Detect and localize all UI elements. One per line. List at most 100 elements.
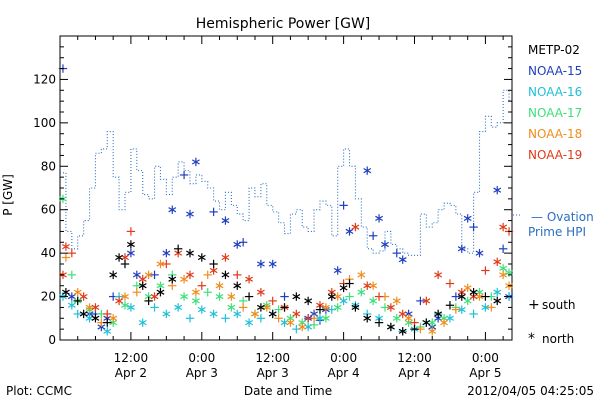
legend-entry-noaa-17: NOAA-17 [528,106,582,120]
point-noaa-19 [268,296,277,306]
point-stroke [469,289,478,295]
point-noaa-16 [245,318,254,327]
point-stroke [215,293,224,300]
legend-entry-noaa-15: NOAA-15 [528,64,582,78]
point-metp-02 [209,259,218,269]
point-stroke [186,211,194,217]
point-stroke [126,304,135,311]
x-tick-label-time: 0:00 [188,351,215,365]
point-noaa-15 [256,259,265,269]
point-noaa-17 [345,292,354,301]
point-noaa-18 [357,270,366,280]
point-stroke [304,298,313,304]
x-tick-label-time: 12:00 [397,351,432,365]
point-metp-02 [280,303,289,312]
point-noaa-18 [262,303,271,312]
point-noaa-19 [434,270,443,280]
point-metp-02 [173,244,183,253]
point-noaa-18 [451,305,461,314]
point-stroke [197,306,206,313]
point-stroke [156,289,165,295]
y-tick-label: 80 [41,159,56,173]
x-tick-label-date: Apr 2 [115,366,147,380]
point-noaa-17 [67,270,77,280]
point-noaa-15 [398,255,407,264]
point-stroke [357,289,366,295]
point-metp-02 [445,301,455,310]
point-stroke [475,250,484,256]
point-stroke [97,324,106,330]
point-metp-02 [197,253,206,262]
point-noaa-15 [233,240,242,249]
point-noaa-18 [85,303,94,312]
point-noaa-19 [103,309,112,319]
point-metp-02 [351,303,360,312]
point-noaa-16 [221,314,230,323]
point-noaa-19 [374,292,384,301]
point-stroke [463,215,472,222]
point-noaa-15 [209,207,218,217]
point-stroke [138,283,147,289]
point-noaa-18 [73,288,82,297]
point-noaa-19 [79,292,88,301]
point-noaa-17 [380,303,390,312]
point-noaa-15 [162,248,171,258]
point-stroke [333,304,342,311]
point-noaa-15 [375,214,383,223]
point-stroke [109,272,118,278]
point-stroke [162,311,171,317]
point-noaa-15 [381,240,389,249]
point-stroke [150,293,159,300]
chart-title: Hemispheric Power [GW] [196,16,371,32]
point-stroke [493,259,502,265]
point-stroke [434,311,443,317]
point-stroke [440,315,448,321]
point-stroke [404,315,413,321]
point-stroke [499,272,508,278]
point-noaa-19 [481,266,490,275]
point-noaa-19 [162,259,171,269]
point-stroke [428,328,437,334]
point-noaa-17 [505,268,513,277]
satellite-points [58,64,514,336]
point-noaa-18 [251,309,259,319]
point-stroke [268,261,277,267]
point-noaa-19 [150,292,159,301]
point-noaa-17 [203,288,212,297]
point-stroke [79,293,88,300]
point-stroke [493,187,502,193]
point-stroke [369,298,378,304]
point-stroke [61,289,70,295]
point-noaa-15 [333,266,342,275]
point-noaa-18 [61,253,71,262]
x-tick-label-time: 0:00 [330,351,357,365]
point-stroke [180,293,189,300]
point-noaa-15 [498,244,508,253]
point-stroke [109,315,118,321]
point-stroke [386,324,395,330]
point-metp-02 [398,327,407,336]
point-noaa-15 [392,248,401,258]
point-stroke [215,283,224,289]
point-stroke [174,250,183,256]
point-stroke [398,311,407,317]
point-metp-02 [168,275,177,284]
point-noaa-15 [463,214,472,223]
point-noaa-17 [392,314,401,323]
point-stroke [286,315,295,321]
point-stroke [121,302,129,308]
point-noaa-18 [404,314,413,323]
point-stroke [138,276,147,282]
point-stroke [168,276,177,282]
point-noaa-18 [132,288,142,297]
point-noaa-18 [274,314,283,323]
point-stroke [79,311,88,317]
y-axis-label: P [GW] [1,174,15,216]
point-noaa-16 [469,309,478,319]
y-tick-label: 20 [41,290,56,304]
point-stroke [186,272,194,278]
point-noaa-15 [493,185,502,195]
point-metp-02 [345,279,354,288]
point-metp-02 [256,303,265,312]
